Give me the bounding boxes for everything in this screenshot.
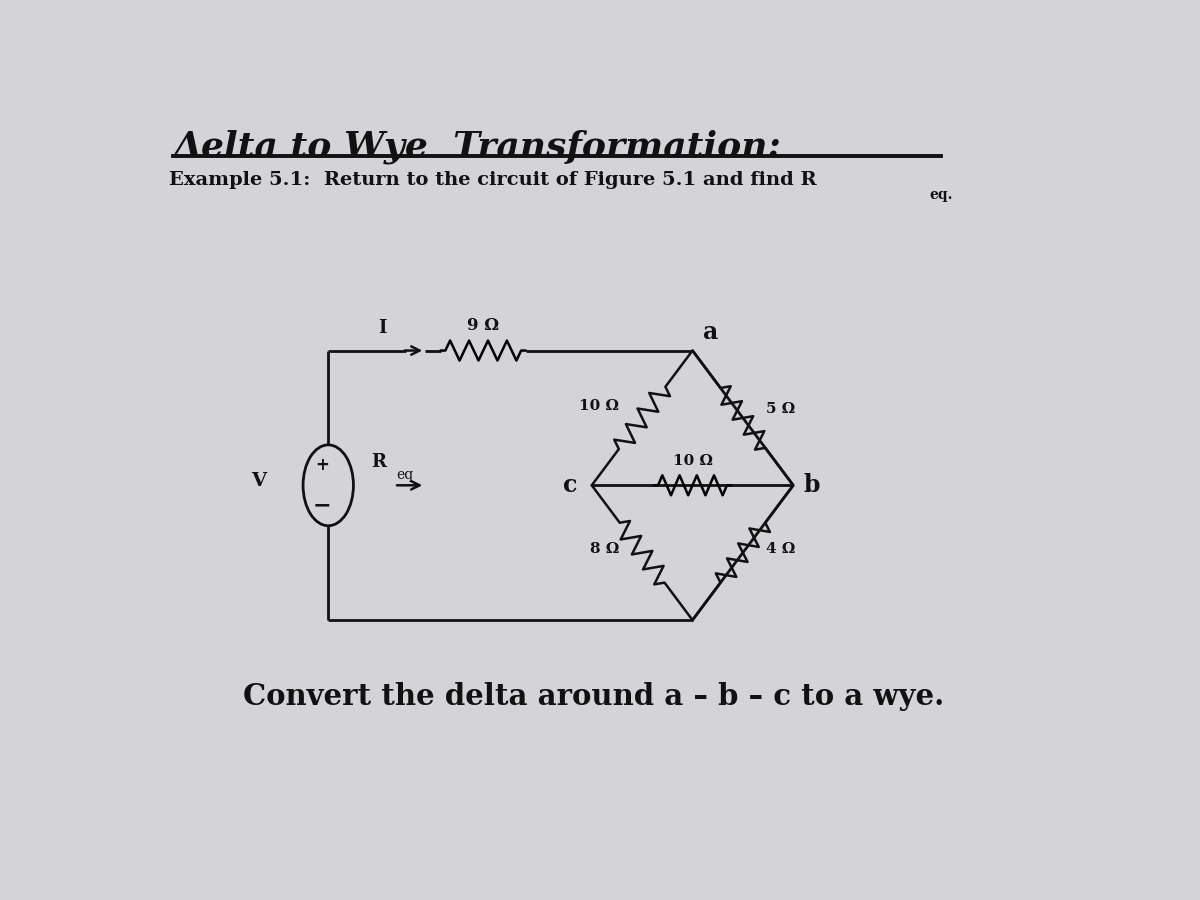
Text: eq.: eq. bbox=[929, 188, 953, 202]
Text: 8 Ω: 8 Ω bbox=[589, 542, 619, 556]
Text: Δelta to Wye  Transformation:: Δelta to Wye Transformation: bbox=[173, 130, 781, 164]
Text: 10 Ω: 10 Ω bbox=[580, 400, 619, 413]
Text: 10 Ω: 10 Ω bbox=[672, 454, 713, 468]
Text: −: − bbox=[313, 495, 331, 516]
Text: a: a bbox=[702, 320, 718, 345]
Text: c: c bbox=[564, 473, 578, 498]
Text: b: b bbox=[803, 473, 820, 498]
Text: Example 5.1:  Return to the circuit of Figure 5.1 and find R: Example 5.1: Return to the circuit of Fi… bbox=[169, 171, 817, 189]
Text: eq: eq bbox=[396, 467, 414, 482]
Text: 4 Ω: 4 Ω bbox=[766, 542, 796, 556]
Text: +: + bbox=[316, 456, 329, 474]
Text: R: R bbox=[371, 454, 386, 472]
Text: Convert the delta around a – b – c to a wye.: Convert the delta around a – b – c to a … bbox=[242, 681, 944, 711]
Text: 9 Ω: 9 Ω bbox=[467, 317, 499, 334]
Text: 5 Ω: 5 Ω bbox=[766, 401, 796, 416]
Text: I: I bbox=[378, 319, 386, 337]
Text: V: V bbox=[251, 472, 266, 490]
